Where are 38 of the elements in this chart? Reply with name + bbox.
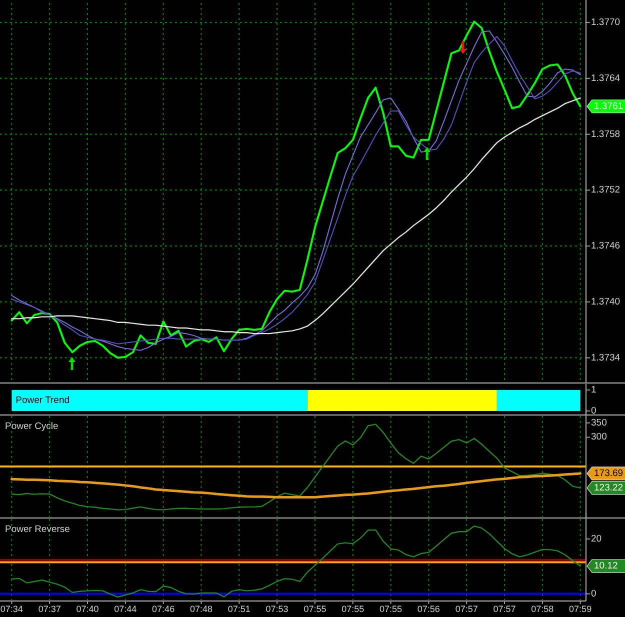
y-tick-label: 1.3746 [591, 240, 620, 252]
y-tick-label: 1.3764 [591, 72, 620, 84]
x-tick-label: 07:44 [114, 604, 137, 614]
x-tick-label: 07:59 [569, 604, 592, 614]
x-tick-label: 07:51 [228, 604, 250, 614]
line-series [11, 97, 581, 334]
x-tick-label: 07:48 [190, 604, 212, 614]
x-tick-label: 07:55 [342, 604, 364, 614]
y-tick-label: 1.3770 [591, 17, 620, 28]
y-tick-label: 1.3734 [591, 352, 620, 364]
x-tick-label: 07:55 [304, 604, 326, 614]
text: Power Trend [16, 395, 70, 406]
x-tick-label: 07:57 [455, 604, 478, 614]
y-tick-label: 20 [591, 534, 602, 545]
x-tick-label: 07:55 [380, 604, 402, 614]
x-tick-label: 07:56 [417, 604, 440, 614]
text: Power Cycle [5, 421, 58, 432]
y-tick-label: 0 [591, 588, 596, 600]
y-tick-label: 1 [591, 384, 596, 396]
y-tick-label: 1.3740 [591, 296, 620, 308]
data-label: 10.12 [594, 560, 618, 572]
data-label: 123.22 [594, 482, 624, 494]
x-tick-label: 07:34 [0, 604, 23, 614]
data-label: 1.3761 [594, 100, 624, 112]
y-tick-label: 350 [591, 417, 607, 428]
x-tick-label: 07:57 [493, 604, 516, 614]
y-tick-label: 0 [591, 406, 596, 416]
line-series [10, 472, 582, 498]
y-tick-label: 300 [591, 432, 607, 443]
y-tick-label: 1.3758 [591, 128, 620, 140]
data-label: 173.69 [594, 468, 624, 479]
x-tick-label: 07:46 [152, 604, 175, 614]
y-tick-label: 1.3752 [591, 184, 620, 196]
text: Power Reverse [5, 524, 70, 535]
x-tick-label: 07:53 [266, 604, 288, 614]
x-tick-label: 07:40 [76, 604, 99, 614]
x-tick-label: 07:58 [531, 604, 554, 614]
x-tick-label: 07:37 [38, 604, 61, 614]
